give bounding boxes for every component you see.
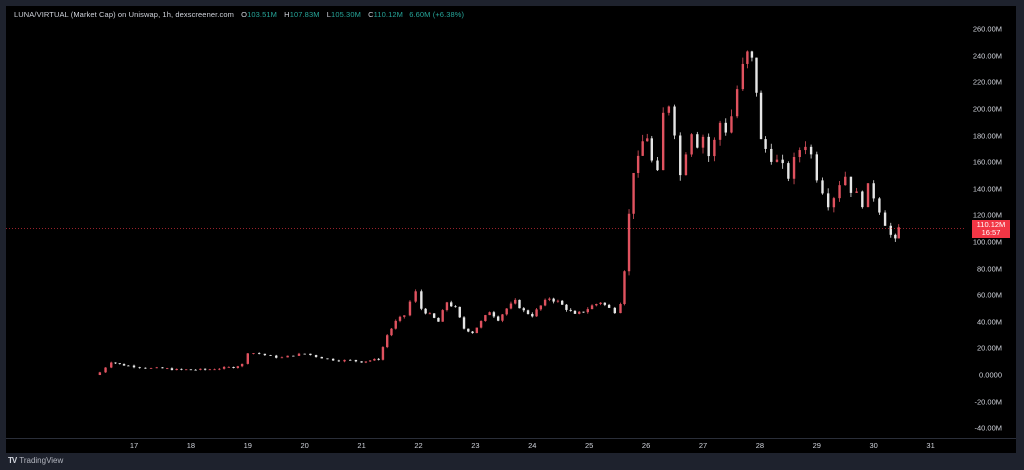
x-tick-label: 17: [129, 441, 139, 450]
legend-open: 103.51M: [247, 10, 277, 19]
y-tick-label: 20.00M: [976, 343, 1002, 353]
y-tick-label: 140.00M: [972, 184, 1002, 194]
chart-legend: LUNA/VIRTUAL (Market Cap) on Uniswap, 1h…: [14, 10, 464, 19]
y-tick-label: 120.00M: [972, 210, 1002, 220]
x-tick-label: 22: [414, 441, 423, 450]
y-tick-label: -20.00M: [974, 397, 1002, 407]
y-tick-label: -40.00M: [974, 423, 1002, 433]
y-tick-label: 200.00M: [972, 104, 1002, 114]
candlestick-plot[interactable]: [6, 6, 1016, 452]
x-tick-label: 29: [812, 441, 821, 450]
x-tick-label: 18: [186, 441, 196, 450]
time-axis[interactable]: 17 18 19 20 21 22 23 24 25 26 27 28 29 30 31: [6, 438, 1016, 453]
x-tick-label: 20: [300, 441, 309, 450]
x-tick-label: 31: [926, 441, 935, 450]
x-tick-label: 19: [243, 441, 252, 450]
legend-low-label: L: [326, 10, 332, 19]
last-price-label: 110.12M 16:57: [972, 219, 1010, 238]
x-tick-label: 21: [357, 441, 366, 450]
x-tick-label: 28: [755, 441, 765, 450]
legend-low: 105.30M: [331, 10, 361, 19]
x-tick-label: 27: [698, 441, 708, 450]
legend-high-label: H: [284, 10, 290, 19]
legend-title: LUNA/VIRTUAL (Market Cap) on Uniswap, 1h…: [14, 10, 234, 19]
y-tick-label: 80.00M: [976, 264, 1002, 274]
y-tick-label: 0.0000: [979, 370, 1002, 380]
y-tick-label: 240.00M: [972, 51, 1002, 61]
y-tick-label: 100.00M: [972, 237, 1002, 247]
tradingview-footer: TV TradingView: [8, 456, 63, 465]
x-tick-label: 25: [585, 441, 594, 450]
y-tick-label: 260.00M: [972, 24, 1002, 34]
y-tick-label: 220.00M: [972, 77, 1002, 87]
y-tick-label: 160.00M: [972, 157, 1002, 167]
chart-frame: LUNA/VIRTUAL (Market Cap) on Uniswap, 1h…: [6, 6, 1016, 453]
y-tick-label: 60.00M: [976, 290, 1002, 300]
x-tick-label: 23: [471, 441, 480, 450]
bar-countdown: 16:57: [981, 228, 1001, 238]
tradingview-logo-icon: TV: [8, 456, 17, 465]
last-price-value: 110.12M: [976, 219, 1006, 229]
legend-high: 107.83M: [289, 10, 320, 19]
y-tick-label: 180.00M: [972, 131, 1002, 141]
legend-open-label: O: [241, 10, 248, 19]
legend-change: 6.60M (+6.38%): [409, 10, 465, 19]
x-tick-label: 26: [641, 441, 651, 450]
tradingview-brand: TradingView: [19, 456, 64, 465]
legend-close: 110.12M: [373, 10, 403, 19]
legend-close-label: C: [368, 10, 374, 19]
x-tick-label: 30: [869, 441, 878, 450]
x-tick-label: 24: [528, 441, 537, 450]
y-tick-label: 40.00M: [976, 317, 1002, 327]
